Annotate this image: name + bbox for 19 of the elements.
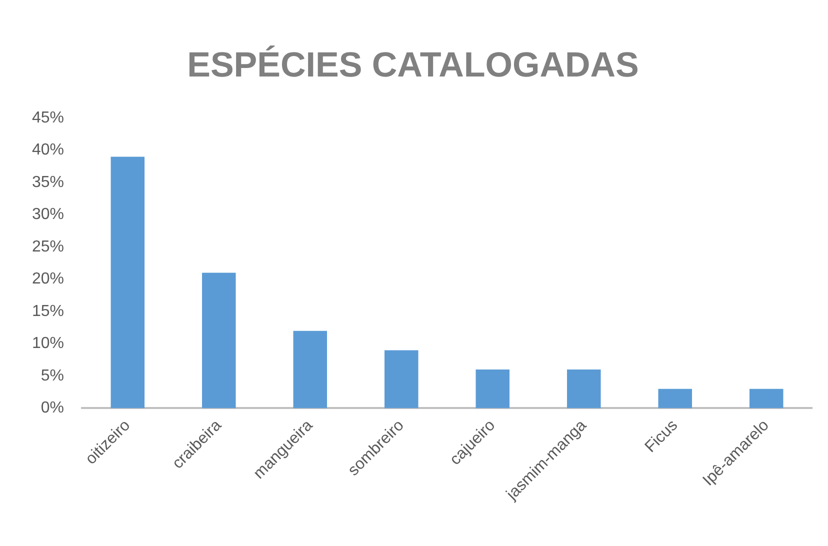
y-tick-label: 10%: [32, 335, 64, 352]
bar: [384, 350, 418, 408]
y-tick-label: 45%: [32, 109, 64, 126]
bar: [293, 330, 328, 408]
bar: [202, 272, 236, 408]
bar: [567, 370, 601, 408]
bar: [658, 388, 692, 408]
y-tick-label: 5%: [40, 367, 64, 384]
y-tick-label: 30%: [32, 206, 64, 224]
y-tick-label: 20%: [32, 270, 64, 288]
y-tick-label: 40%: [32, 142, 64, 159]
bar: [749, 388, 784, 408]
bar: [110, 156, 145, 408]
bar: [476, 370, 510, 408]
y-tick-label: 0%: [40, 400, 64, 417]
y-tick-label: 15%: [32, 302, 64, 320]
chart-title: ESPÉCIES CATALOGADAS: [187, 44, 639, 85]
y-tick-label: 25%: [32, 238, 64, 256]
y-tick-label: 35%: [32, 174, 64, 191]
